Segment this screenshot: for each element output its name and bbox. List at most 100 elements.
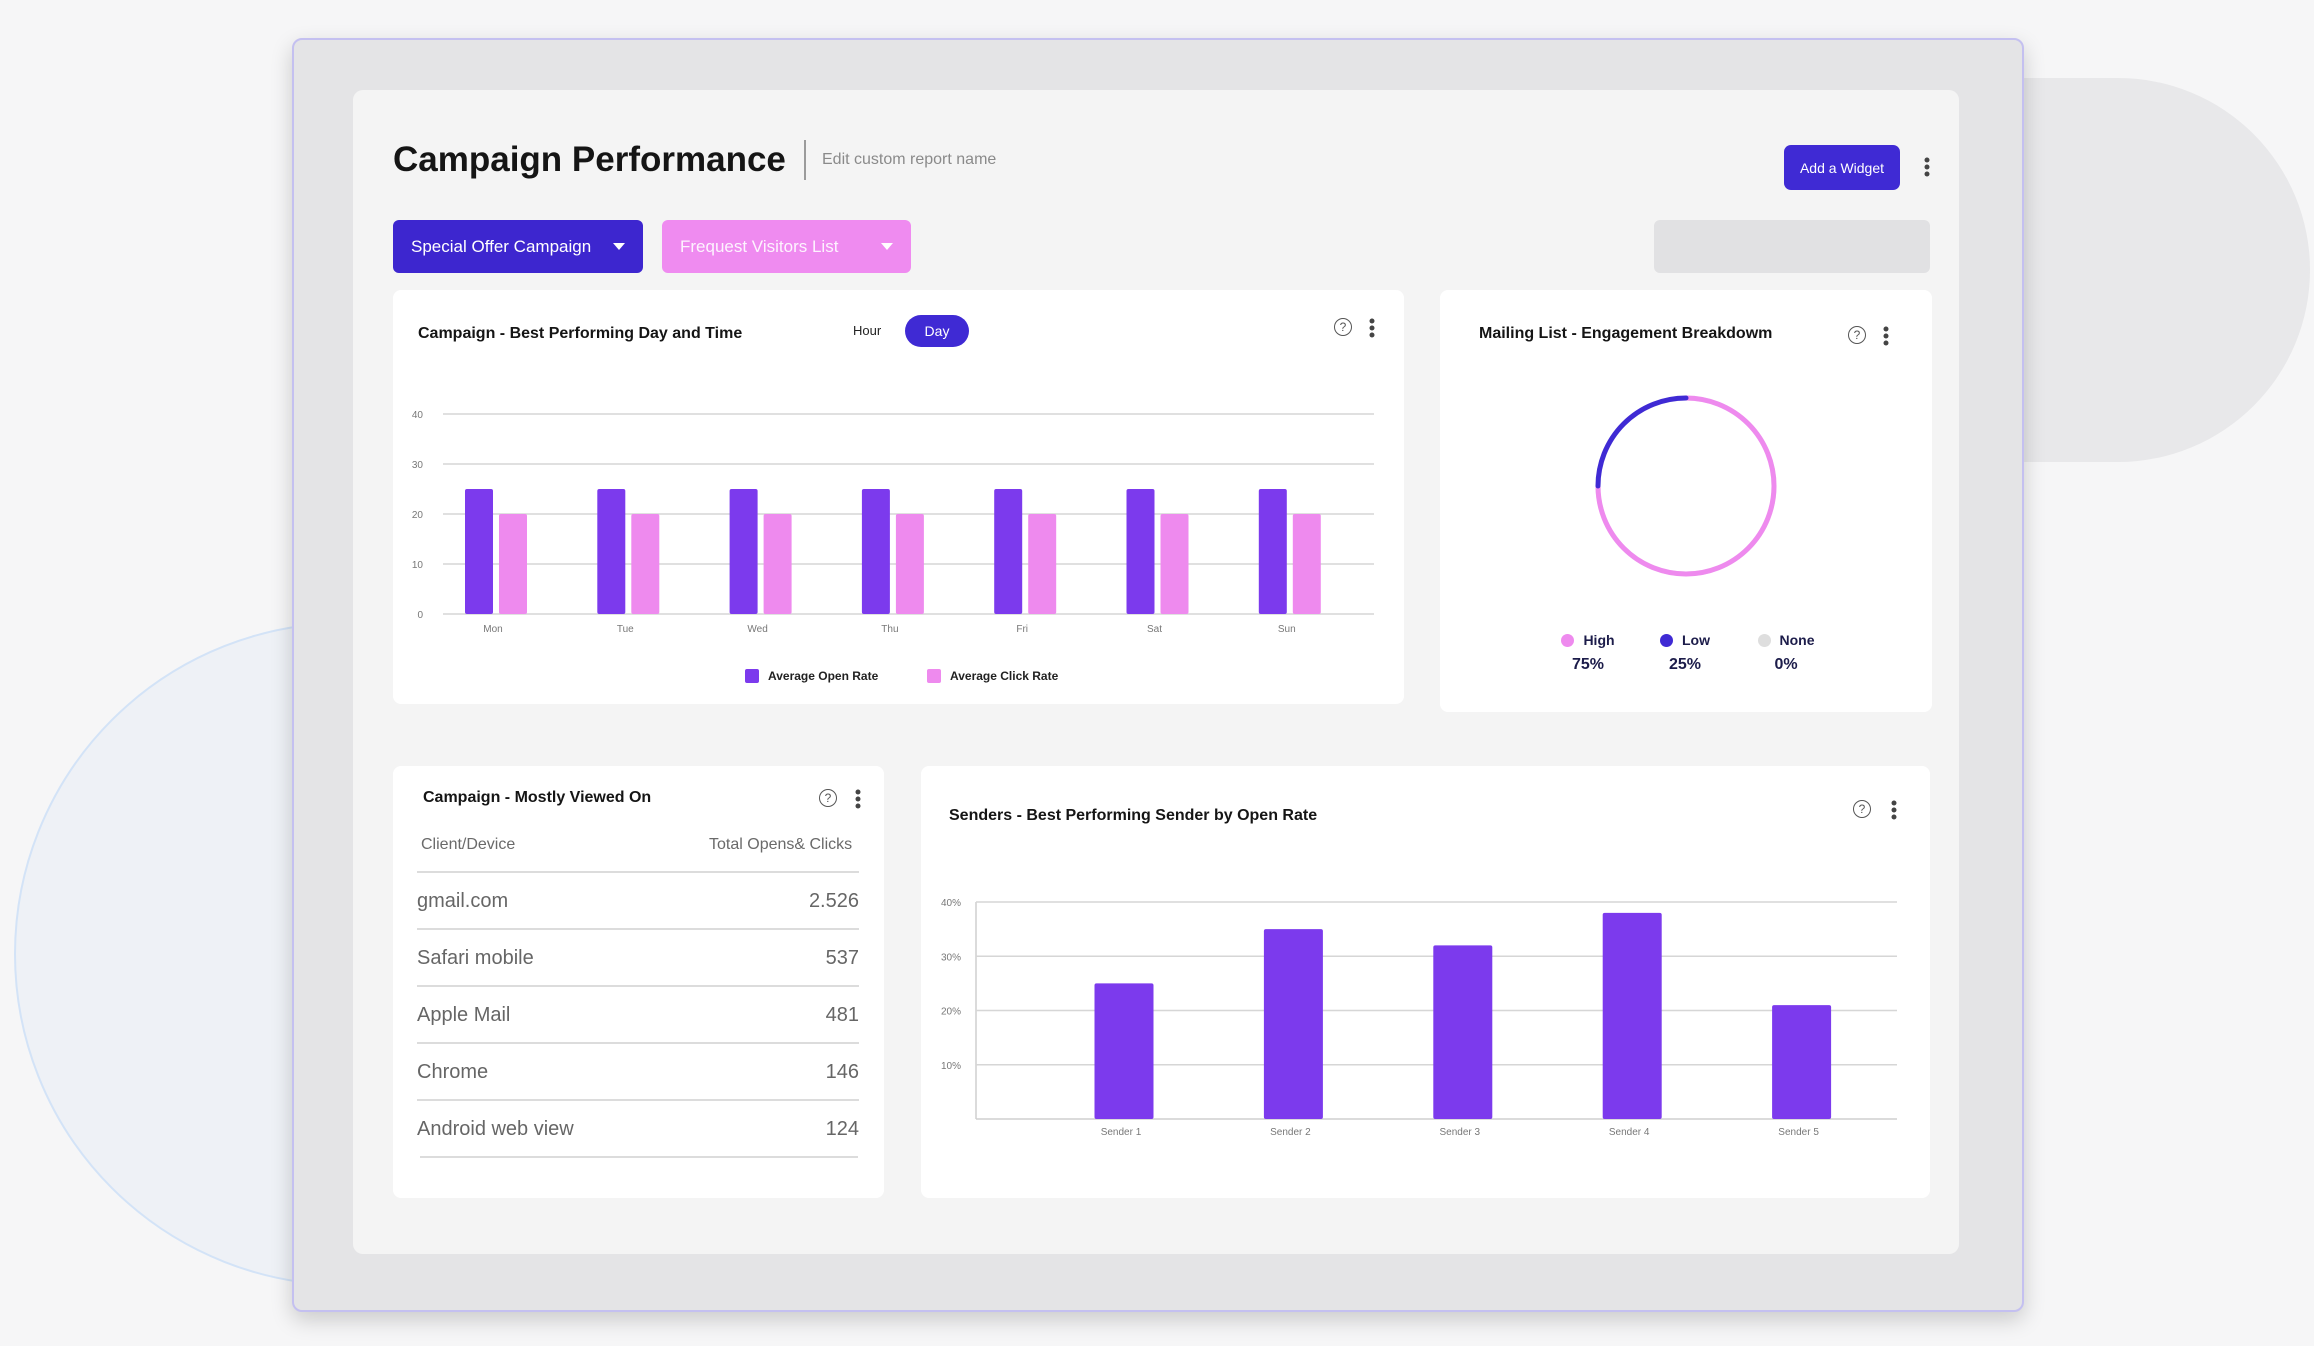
- legend-click-swatch: [927, 669, 941, 683]
- kebab-menu-icon[interactable]: [1362, 313, 1382, 343]
- list-select-label: Frequest Visitors List: [680, 236, 839, 256]
- x-tick-label: Sender 5: [1778, 1127, 1819, 1138]
- table-row: gmail.com 2.526: [417, 871, 859, 929]
- row-client: Android web view: [417, 1117, 574, 1140]
- add-widget-button[interactable]: Add a Widget: [1784, 145, 1900, 190]
- x-tick-label: Sender 3: [1440, 1127, 1481, 1138]
- none-dot: [1757, 633, 1771, 647]
- x-tick-label: Sat: [1147, 624, 1162, 635]
- x-tick-label: Thu: [881, 624, 898, 635]
- kebab-menu-icon[interactable]: [1917, 152, 1937, 182]
- campaign-select[interactable]: Special Offer Campaign: [393, 220, 643, 273]
- row-total: 146: [825, 1060, 859, 1083]
- table-row: Chrome 146: [417, 1042, 859, 1100]
- table-row: Safari mobile 537: [417, 928, 859, 986]
- donut-slice-high: [1595, 395, 1777, 577]
- legend-open-rate: Average Open Rate: [745, 669, 878, 683]
- row-client: Safari mobile: [417, 946, 534, 969]
- kebab-menu-icon[interactable]: [1884, 795, 1904, 825]
- column-header-total: Total Opens& Clicks: [709, 836, 853, 853]
- day-time-card-title: Campaign - Best Performing Day and Time: [418, 325, 743, 342]
- senders-card-title: Senders - Best Performing Sender by Open…: [949, 807, 1318, 824]
- help-icon[interactable]: ?: [819, 789, 837, 807]
- page-title[interactable]: Campaign Performance: [393, 140, 786, 179]
- high-value: 75%: [1571, 656, 1605, 673]
- row-client: Apple Mail: [417, 1003, 511, 1026]
- y-tick-label: 40: [412, 410, 424, 421]
- row-total: 124: [825, 1117, 859, 1140]
- y-tick-label: 10: [412, 560, 424, 571]
- title-divider: [804, 140, 806, 180]
- bar-open-rate: [1772, 1005, 1832, 1119]
- toggle-hour[interactable]: Hour: [853, 323, 882, 338]
- bar-open-rate: [994, 489, 1023, 614]
- help-icon[interactable]: ?: [1853, 800, 1871, 818]
- list-select[interactable]: Frequest Visitors List: [662, 220, 911, 273]
- y-tick-label: 30%: [941, 952, 961, 963]
- high-label: High: [1583, 632, 1615, 648]
- bar-click-rate: [499, 514, 527, 614]
- bar-click-rate: [895, 514, 924, 614]
- engagement-donut-chart: [1595, 395, 1777, 577]
- date-range-placeholder[interactable]: [1654, 220, 1930, 273]
- legend-click-rate: Average Click Rate: [927, 669, 1058, 683]
- edit-report-name-hint[interactable]: Edit custom report name: [822, 151, 997, 168]
- engagement-card: [1440, 290, 1932, 712]
- bar-open-rate: [1258, 489, 1287, 614]
- bar-click-rate: [1160, 514, 1189, 614]
- help-icon[interactable]: ?: [1848, 326, 1866, 344]
- row-client: Chrome: [417, 1060, 489, 1083]
- bar-click-rate: [1292, 514, 1321, 614]
- legend-high: High 75%: [1548, 632, 1628, 674]
- row-total: 2.526: [808, 889, 859, 912]
- toggle-day[interactable]: Day: [905, 315, 969, 347]
- x-tick-label: Sender 2: [1270, 1127, 1311, 1138]
- senders-card: [921, 766, 1930, 1198]
- bar-open-rate: [1602, 912, 1662, 1119]
- bar-open-rate: [861, 489, 890, 614]
- high-dot: [1561, 633, 1575, 647]
- row-client: gmail.com: [417, 889, 509, 912]
- senders-bar-chart: 10% 20% 30% 40% Sender 1 Sender 2 Sender 3 Send…: [941, 898, 1897, 1138]
- kebab-menu-icon[interactable]: [848, 784, 868, 814]
- help-icon[interactable]: ?: [1334, 318, 1352, 336]
- low-label: Low: [1682, 632, 1710, 648]
- bar-open-rate: [1094, 983, 1154, 1119]
- low-value: 25%: [1668, 656, 1702, 673]
- bar-open-rate: [1126, 489, 1155, 614]
- table-row: Android web view 124: [417, 1099, 859, 1157]
- bar-click-rate: [631, 514, 660, 614]
- x-tick-label: Mon: [483, 624, 502, 635]
- viewed-on-card: [393, 766, 884, 1198]
- kebab-menu-icon[interactable]: [1876, 321, 1896, 351]
- x-tick-label: Sun: [1278, 624, 1296, 635]
- bar-open-rate: [465, 489, 493, 614]
- row-total: 481: [825, 1003, 859, 1026]
- y-tick-label: 0: [417, 610, 423, 621]
- x-tick-label: Sender 1: [1101, 1127, 1142, 1138]
- x-tick-label: Tue: [617, 624, 634, 635]
- legend-click-label: Average Click Rate: [950, 669, 1059, 683]
- y-tick-label: 30: [412, 460, 424, 471]
- legend-low: Low 25%: [1645, 632, 1725, 674]
- bar-click-rate: [763, 514, 792, 614]
- none-value: 0%: [1774, 656, 1798, 673]
- bar-open-rate: [1433, 945, 1493, 1119]
- bar-open-rate: [1263, 929, 1323, 1119]
- legend-open-label: Average Open Rate: [768, 669, 879, 683]
- donut-slice-low: [1595, 395, 1689, 489]
- y-tick-label: 40%: [941, 898, 961, 909]
- caret-down-icon: [613, 243, 625, 250]
- column-header-client: Client/Device: [421, 836, 516, 853]
- row-total: 537: [825, 946, 859, 969]
- y-tick-label: 20%: [941, 1007, 961, 1018]
- campaign-select-label: Special Offer Campaign: [411, 236, 592, 256]
- y-tick-label: 10%: [941, 1061, 961, 1072]
- x-tick-label: Sender 4: [1609, 1127, 1650, 1138]
- day-time-card: [393, 290, 1404, 704]
- caret-down-icon: [881, 243, 893, 250]
- table-row: Apple Mail 481: [417, 985, 859, 1043]
- bar-open-rate: [597, 489, 626, 614]
- table-bottom-divider: [420, 1156, 858, 1158]
- none-label: None: [1779, 632, 1815, 648]
